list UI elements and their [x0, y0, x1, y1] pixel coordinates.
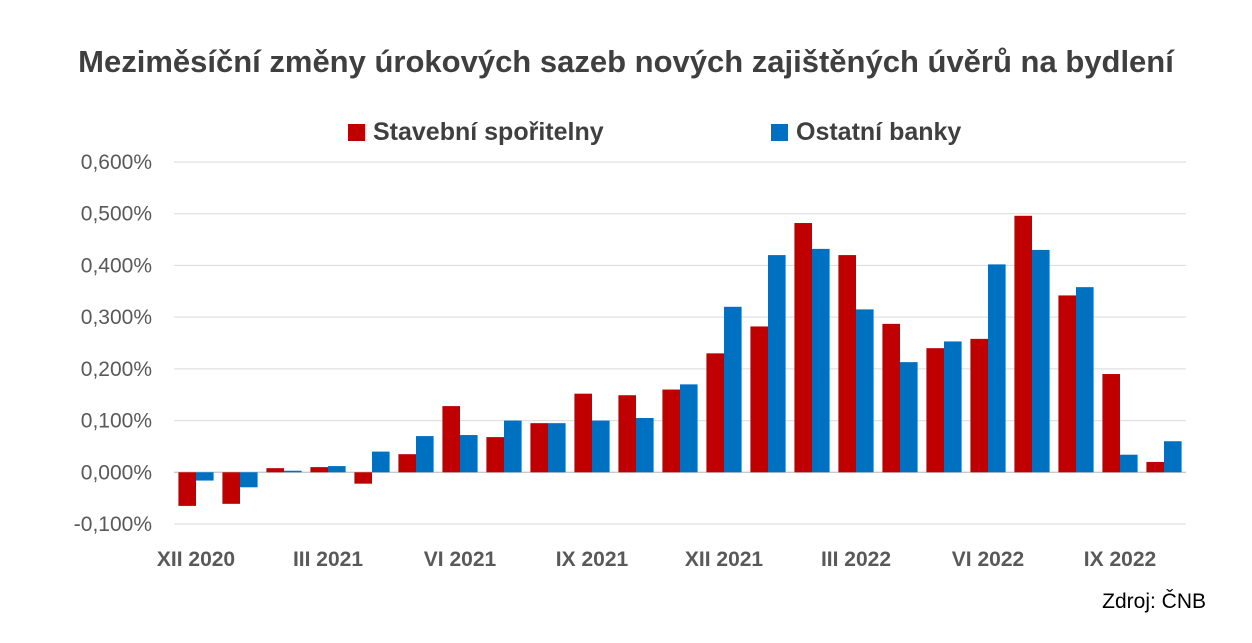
bar-ostatni-banky [724, 306, 742, 473]
bar-ostatni-banky [372, 451, 390, 473]
bar-stavebni-sporitelny [1058, 295, 1076, 473]
x-tick-label: III 2022 [821, 548, 891, 571]
bar-stavebni-sporitelny [706, 353, 724, 473]
x-tick-label: III 2021 [293, 548, 363, 571]
bar-stavebni-sporitelny [838, 255, 856, 473]
y-tick-label: 0,300% [81, 306, 152, 329]
bar-stavebni-sporitelny [662, 389, 680, 473]
bar-stavebni-sporitelny [398, 454, 416, 473]
x-tick-label: XII 2020 [157, 548, 235, 571]
bar-stavebni-sporitelny [750, 326, 768, 473]
bar-stavebni-sporitelny [310, 467, 328, 473]
bar-stavebni-sporitelny [970, 338, 988, 473]
bar-stavebni-sporitelny [926, 348, 944, 473]
y-tick-label: -0,100% [74, 513, 152, 536]
x-tick-label: VI 2022 [952, 548, 1024, 571]
bar-stavebni-sporitelny [794, 223, 812, 473]
bar-ostatni-banky [416, 436, 434, 473]
bar-ostatni-banky [1164, 441, 1182, 473]
bar-ostatni-banky [988, 264, 1006, 473]
bar-stavebni-sporitelny [1146, 461, 1164, 473]
bar-stavebni-sporitelny [574, 393, 592, 473]
legend-item-ostatni-banky: Ostatní banky [771, 118, 961, 147]
bar-ostatni-banky [1120, 454, 1138, 473]
legend-swatch-blue [771, 124, 788, 141]
legend-label: Stavební spořitelny [373, 118, 604, 146]
bar-ostatni-banky [328, 466, 346, 473]
bar-ostatni-banky [900, 362, 918, 473]
bar-stavebni-sporitelny [618, 395, 636, 473]
legend-item-stavebni-sporitelny: Stavební spořitelny [348, 118, 604, 147]
bar-ostatni-banky [592, 420, 610, 473]
bar-stavebni-sporitelny [178, 472, 196, 506]
x-tick-label: IX 2021 [556, 548, 629, 571]
legend-swatch-red [348, 124, 365, 141]
bar-ostatni-banky [284, 470, 302, 473]
legend-label: Ostatní banky [796, 118, 962, 146]
legend: Stavební spořitelny Ostatní banky [0, 118, 1252, 152]
bar-ostatni-banky [240, 472, 258, 488]
chart-title: Meziměsíční změny úrokových sazeb nových… [78, 44, 1174, 79]
y-tick-label: 0,500% [81, 203, 152, 226]
bar-stavebni-sporitelny [486, 437, 504, 473]
bar-stavebni-sporitelny [266, 468, 284, 473]
bar-ostatni-banky [944, 341, 962, 473]
bar-ostatni-banky [548, 423, 566, 473]
bar-ostatni-banky [1032, 249, 1050, 473]
y-tick-label: 0,100% [81, 410, 152, 433]
bar-ostatni-banky [504, 420, 522, 473]
y-tick-label: 0,200% [81, 358, 152, 381]
y-axis-ticks: -0,100% 0,000% 0,100% 0,200% 0,300% 0,400% 0,5… [74, 151, 152, 536]
bar-ostatni-banky [856, 309, 874, 473]
bar-ostatni-banky [1076, 287, 1094, 473]
bar-ostatni-banky [196, 472, 214, 481]
bar-stavebni-sporitelny [530, 423, 548, 473]
y-tick-label: 0,600% [81, 151, 152, 174]
bar-ostatni-banky [812, 248, 830, 473]
bar-ostatni-banky [636, 417, 654, 473]
bar-ostatni-banky [768, 255, 786, 473]
x-axis-ticks: XII 2020 III 2021 VI 2021 IX 2021 XII 2021 II… [157, 548, 1156, 571]
bar-ostatni-banky [460, 435, 478, 473]
bar-stavebni-sporitelny [442, 406, 460, 473]
x-tick-label: XII 2021 [685, 548, 764, 571]
x-tick-label: IX 2022 [1084, 548, 1156, 571]
y-tick-label: 0,000% [81, 461, 152, 484]
bar-stavebni-sporitelny [882, 323, 900, 473]
bar-stavebni-sporitelny [1014, 215, 1032, 473]
bar-stavebni-sporitelny [1102, 374, 1120, 473]
bar-stavebni-sporitelny [222, 472, 240, 504]
bars [178, 215, 1182, 506]
x-tick-label: VI 2021 [424, 548, 497, 571]
y-tick-label: 0,400% [81, 254, 152, 277]
source-note: Zdroj: ČNB [1102, 590, 1206, 613]
bar-ostatni-banky [680, 384, 698, 473]
bar-stavebni-sporitelny [354, 472, 372, 484]
